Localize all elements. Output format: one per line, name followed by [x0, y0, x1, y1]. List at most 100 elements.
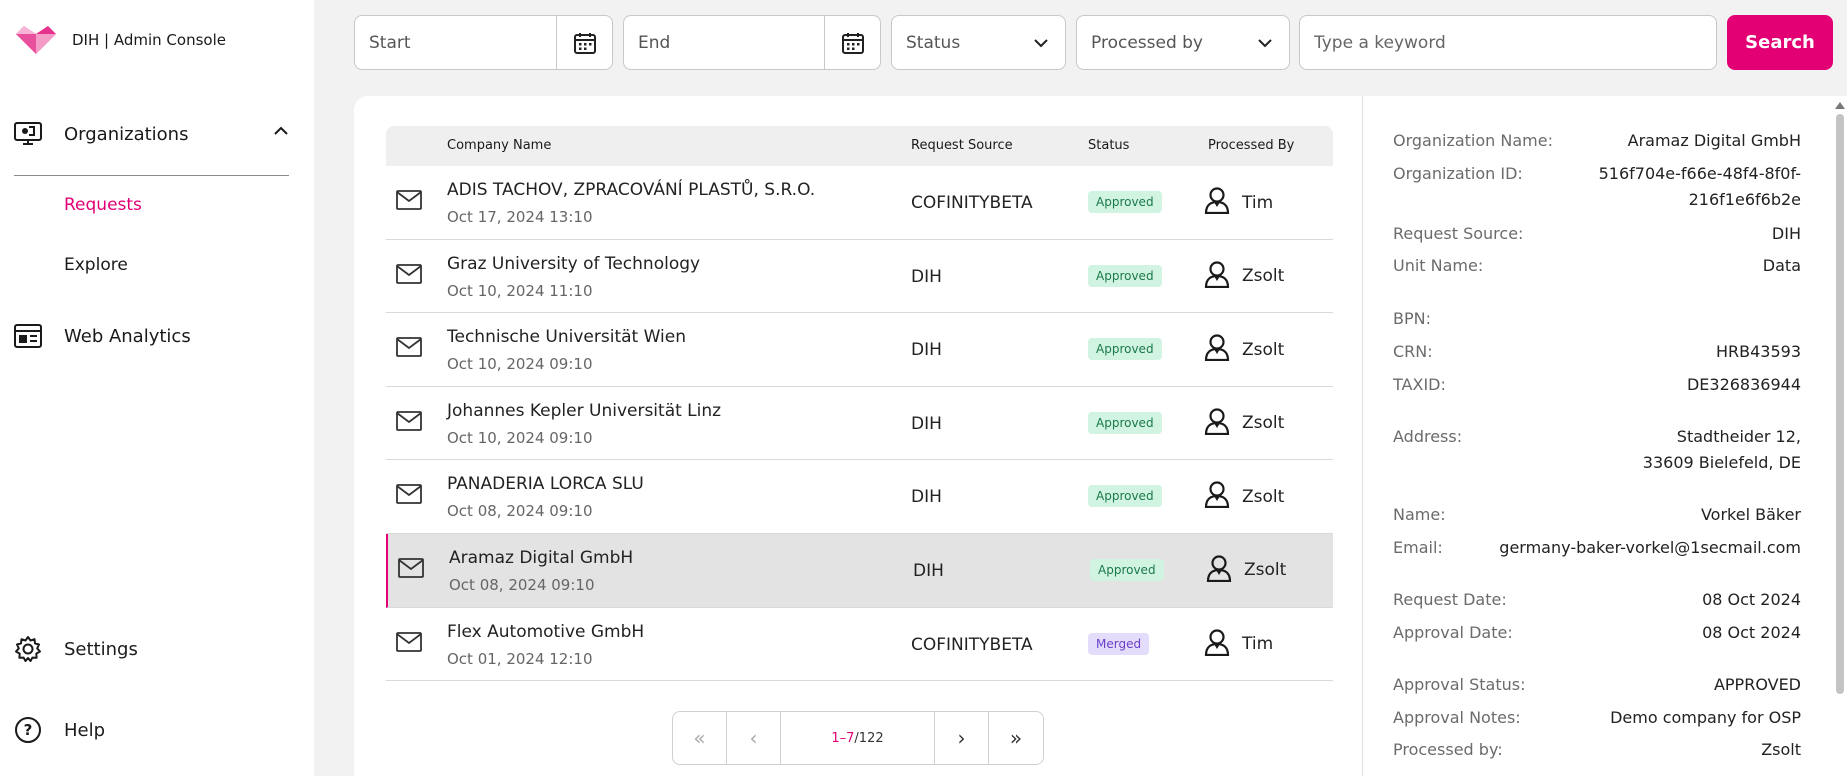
- table-row[interactable]: ADIS TACHOV, ZPRACOVÁNÍ PLASTŮ, S.R.O. Oc…: [386, 166, 1333, 240]
- start-date-field[interactable]: Start: [354, 15, 613, 70]
- detail-panel: Organization Name: Aramaz Digital GmbH Or…: [1362, 96, 1847, 776]
- detail-label: Request Date:: [1393, 590, 1507, 609]
- company-name: Technische Universität Wien: [447, 327, 686, 348]
- scrollbar-thumb[interactable]: [1836, 114, 1844, 694]
- status-badge: Approved: [1090, 558, 1164, 581]
- status-select-label: Status: [906, 32, 961, 53]
- sidebar-item-organizations[interactable]: Organizations: [14, 120, 289, 148]
- calendar-icon[interactable]: [556, 16, 612, 69]
- chevron-up-icon[interactable]: [273, 126, 289, 136]
- detail-value: Zsolt: [1761, 740, 1801, 759]
- prev-page-button[interactable]: ‹: [727, 712, 781, 764]
- keyword-input[interactable]: [1314, 32, 1716, 53]
- sidebar-item-web-analytics[interactable]: Web Analytics: [14, 322, 191, 350]
- detail-label: Name:: [1393, 505, 1446, 524]
- sidebar: DIH | Admin Console Organizations Reques…: [0, 0, 314, 776]
- detail-value: DE326836944: [1686, 375, 1801, 394]
- request-date: Oct 17, 2024 13:10: [447, 208, 593, 226]
- start-date-placeholder: Start: [369, 32, 411, 53]
- sidebar-item-explore[interactable]: Explore: [64, 255, 128, 275]
- detail-label: Request Source:: [1393, 224, 1524, 243]
- request-source: COFINITYBETA: [911, 193, 1033, 213]
- first-page-button[interactable]: «: [673, 712, 727, 764]
- detail-email: Email: germany-baker-vorkel@1secmail.com: [1393, 535, 1801, 561]
- table-row[interactable]: Technische Universität Wien Oct 10, 2024 …: [386, 313, 1333, 387]
- sidebar-item-settings[interactable]: Settings: [14, 635, 138, 663]
- page-range: 1–7: [831, 730, 855, 746]
- sidebar-item-requests[interactable]: Requests: [64, 195, 142, 215]
- last-page-button[interactable]: »: [1009, 726, 1023, 750]
- keyword-field[interactable]: [1299, 15, 1717, 70]
- status-select[interactable]: Status: [891, 15, 1066, 70]
- detail-approval-status: Approval Status: APPROVED: [1393, 672, 1801, 698]
- brand[interactable]: DIH | Admin Console: [14, 24, 226, 56]
- scroll-up-icon[interactable]: [1835, 102, 1845, 109]
- header-request-source[interactable]: Request Source: [911, 138, 1013, 153]
- request-source: COFINITYBETA: [911, 634, 1033, 655]
- table-row[interactable]: Flex Automotive GmbH Oct 01, 2024 12:10 CO…: [386, 607, 1333, 682]
- detail-value: Vorkel Bäker: [1700, 505, 1801, 524]
- detail-label: Processed by:: [1393, 740, 1503, 759]
- header-processed-by[interactable]: Processed By: [1208, 138, 1295, 153]
- request-date: Oct 08, 2024 09:10: [447, 502, 593, 521]
- chevron-down-icon: [1258, 38, 1272, 47]
- table-row[interactable]: Graz University of Technology Oct 10, 202…: [386, 239, 1333, 314]
- pagination: « ‹ 1–7 / 122 › »: [672, 711, 1044, 765]
- user-icon: [1206, 554, 1244, 587]
- status-badge: Approved: [1088, 191, 1162, 213]
- table-row[interactable]: Aramaz Digital GmbH Oct 08, 2024 09:10 DIH…: [386, 533, 1333, 608]
- processed-by: Zsolt: [1204, 333, 1284, 366]
- mail-icon: [396, 263, 422, 288]
- detail-label: Email:: [1393, 538, 1443, 557]
- status-badge: Merged: [1088, 632, 1150, 655]
- request-date: Oct 08, 2024 09:10: [449, 575, 595, 594]
- request-source: DIH: [911, 487, 942, 508]
- table-row[interactable]: PANADERIA LORCA SLU Oct 08, 2024 09:10 DIH…: [386, 460, 1333, 534]
- processed-by-name: Zsolt: [1242, 266, 1285, 287]
- header-status[interactable]: Status: [1088, 138, 1130, 153]
- calendar-icon[interactable]: [824, 16, 880, 69]
- address-line2: 33609 Bielefeld, DE: [1642, 453, 1801, 472]
- mail-icon: [398, 558, 424, 582]
- detail-value: Aramaz Digital GmbH: [1627, 131, 1801, 150]
- detail-value: Demo company for OSP: [1610, 708, 1801, 727]
- sidebar-item-label: Web Analytics: [64, 325, 191, 347]
- processed-by-name: Zsolt: [1242, 339, 1285, 360]
- detail-label: Approval Date:: [1393, 623, 1513, 642]
- table-row[interactable]: Johannes Kepler Universität Linz Oct 10, …: [386, 386, 1333, 461]
- detail-value: HRB43593: [1715, 342, 1801, 361]
- detail-address: Address: Stadtheider 12, 33609 Bielefeld, …: [1393, 424, 1801, 476]
- end-date-field[interactable]: End: [623, 15, 881, 70]
- processed-by-select-label: Processed by: [1091, 32, 1203, 53]
- table-body: ADIS TACHOV, ZPRACOVÁNÍ PLASTŮ, S.R.O. Oc…: [386, 166, 1333, 682]
- detail-processed-by: Processed by: Zsolt: [1393, 737, 1801, 763]
- detail-request-source: Request Source: DIH: [1393, 221, 1801, 247]
- processed-by-name: Zsolt: [1244, 560, 1287, 581]
- detail-label: Approval Status:: [1393, 675, 1526, 694]
- org-id-line2: 216f1e6f6b2e: [1688, 190, 1801, 209]
- detail-org-name: Organization Name: Aramaz Digital GmbH: [1393, 128, 1801, 154]
- detail-org-id: Organization ID: 516f704e-f66e-48f4-8f0f-…: [1393, 161, 1801, 213]
- status-badge: Approved: [1088, 264, 1162, 287]
- user-icon: [1204, 333, 1242, 366]
- user-icon: [1204, 407, 1242, 440]
- sidebar-item-help[interactable]: ? Help: [14, 716, 105, 744]
- request-date: Oct 10, 2024 09:10: [447, 355, 593, 374]
- company-name: ADIS TACHOV, ZPRACOVÁNÍ PLASTŮ, S.R.O.: [447, 180, 816, 200]
- processed-by-select[interactable]: Processed by: [1076, 15, 1290, 70]
- page-separator: /: [854, 730, 859, 746]
- detail-request-date: Request Date: 08 Oct 2024: [1393, 587, 1801, 613]
- detail-value[interactable]: germany-baker-vorkel@1secmail.com: [1499, 538, 1801, 557]
- detail-label: TAXID:: [1393, 375, 1446, 394]
- requests-table: Company Name Request Source Status Proce…: [386, 126, 1333, 682]
- chevron-down-icon: [1034, 38, 1048, 47]
- user-icon: [1204, 186, 1242, 219]
- detail-label: Organization ID:: [1393, 164, 1523, 183]
- next-page-button[interactable]: ›: [935, 712, 989, 764]
- company-name: Graz University of Technology: [447, 253, 701, 274]
- organizations-icon: [14, 120, 42, 148]
- header-company-name[interactable]: Company Name: [447, 138, 552, 153]
- request-date: Oct 10, 2024 11:10: [447, 281, 593, 300]
- search-button[interactable]: Search: [1727, 15, 1833, 70]
- company-name: Aramaz Digital GmbH: [449, 547, 634, 568]
